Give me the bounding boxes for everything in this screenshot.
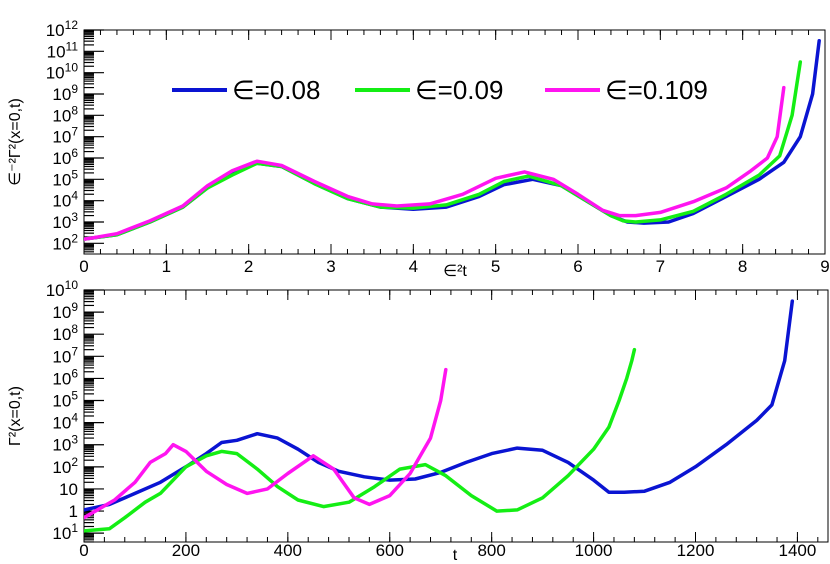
x-tick-label: 3 [326, 257, 335, 276]
x-tick-label: 1200 [677, 541, 715, 560]
x-tick-label: 4 [409, 257, 418, 276]
x-axis-title: ∈²t [443, 263, 467, 280]
y-tick-label: 105 [52, 167, 78, 189]
series-line-2 [84, 347, 637, 533]
y-tick-label: 103 [52, 433, 78, 455]
x-tick-label: 9 [820, 257, 829, 276]
plot-frame [83, 29, 826, 255]
x-tick-label: 800 [477, 541, 505, 560]
y-tick-label: 1010 [46, 278, 79, 300]
y-tick-label: 106 [52, 366, 78, 388]
y-tick-label: 102 [52, 455, 78, 477]
x-tick-label: 0 [79, 541, 88, 560]
y-tick-label: 108 [52, 322, 78, 344]
plot-frame [83, 289, 829, 543]
x-axis-title: t [453, 547, 458, 564]
x-tick-label: 6 [573, 257, 582, 276]
x-tick-label: 1000 [575, 541, 613, 560]
x-tick-label: 5 [491, 257, 500, 276]
bottom-panel: 0 200 400 600 800 1000 1200 1400 1011 10 102103104… [7, 278, 829, 564]
y-tick-label: 103 [52, 210, 78, 232]
x-tick-label: 1400 [779, 541, 817, 560]
x-tick-label: 1 [162, 257, 171, 276]
legend-label-1: ∈=0.08 [232, 75, 320, 105]
series-line-3 [84, 367, 448, 520]
y-tick-label: 106 [52, 146, 78, 168]
y-tick-label: 102 [52, 231, 78, 253]
series-line-3 [84, 85, 786, 241]
x-tick-label: 8 [738, 257, 747, 276]
y-tick-label: 108 [52, 103, 78, 125]
x-tick-label: 600 [376, 541, 404, 560]
y-tick-label: 107 [52, 344, 78, 366]
y-tick-label: 104 [52, 411, 78, 433]
y-axis-title: Γ²(x=0,t) [7, 386, 24, 446]
x-tick-label: 0 [79, 257, 88, 276]
series-line-1 [84, 38, 821, 241]
y-tick-label: 104 [52, 189, 78, 211]
y-axis-title: ∈⁻²Γ²(x=0,t) [7, 98, 24, 186]
y-tick-label: 1012 [46, 18, 79, 40]
y-tick-label: 109 [52, 300, 78, 322]
x-tick-label: 200 [172, 541, 200, 560]
y-tick-label: 1010 [46, 61, 79, 83]
y-tick-label: 1011 [47, 39, 79, 61]
legend-label-3: ∈=0.109 [605, 75, 708, 105]
y-tick-label: 107 [52, 125, 78, 147]
y-tick-label: 10 [59, 480, 78, 499]
x-tick-label: 7 [656, 257, 665, 276]
y-tick-label: 101 [52, 521, 78, 543]
x-tick-label: 2 [244, 257, 253, 276]
y-tick-label: 109 [52, 82, 78, 104]
y-tick-label: 1 [69, 502, 78, 521]
legend-label-2: ∈=0.09 [415, 75, 503, 105]
x-tick-label: 400 [274, 541, 302, 560]
y-tick-label: 105 [52, 389, 78, 411]
top-panel: 0 1 2 3 4 5 6 7 8 9102103104105106107108109101010… [7, 18, 830, 280]
